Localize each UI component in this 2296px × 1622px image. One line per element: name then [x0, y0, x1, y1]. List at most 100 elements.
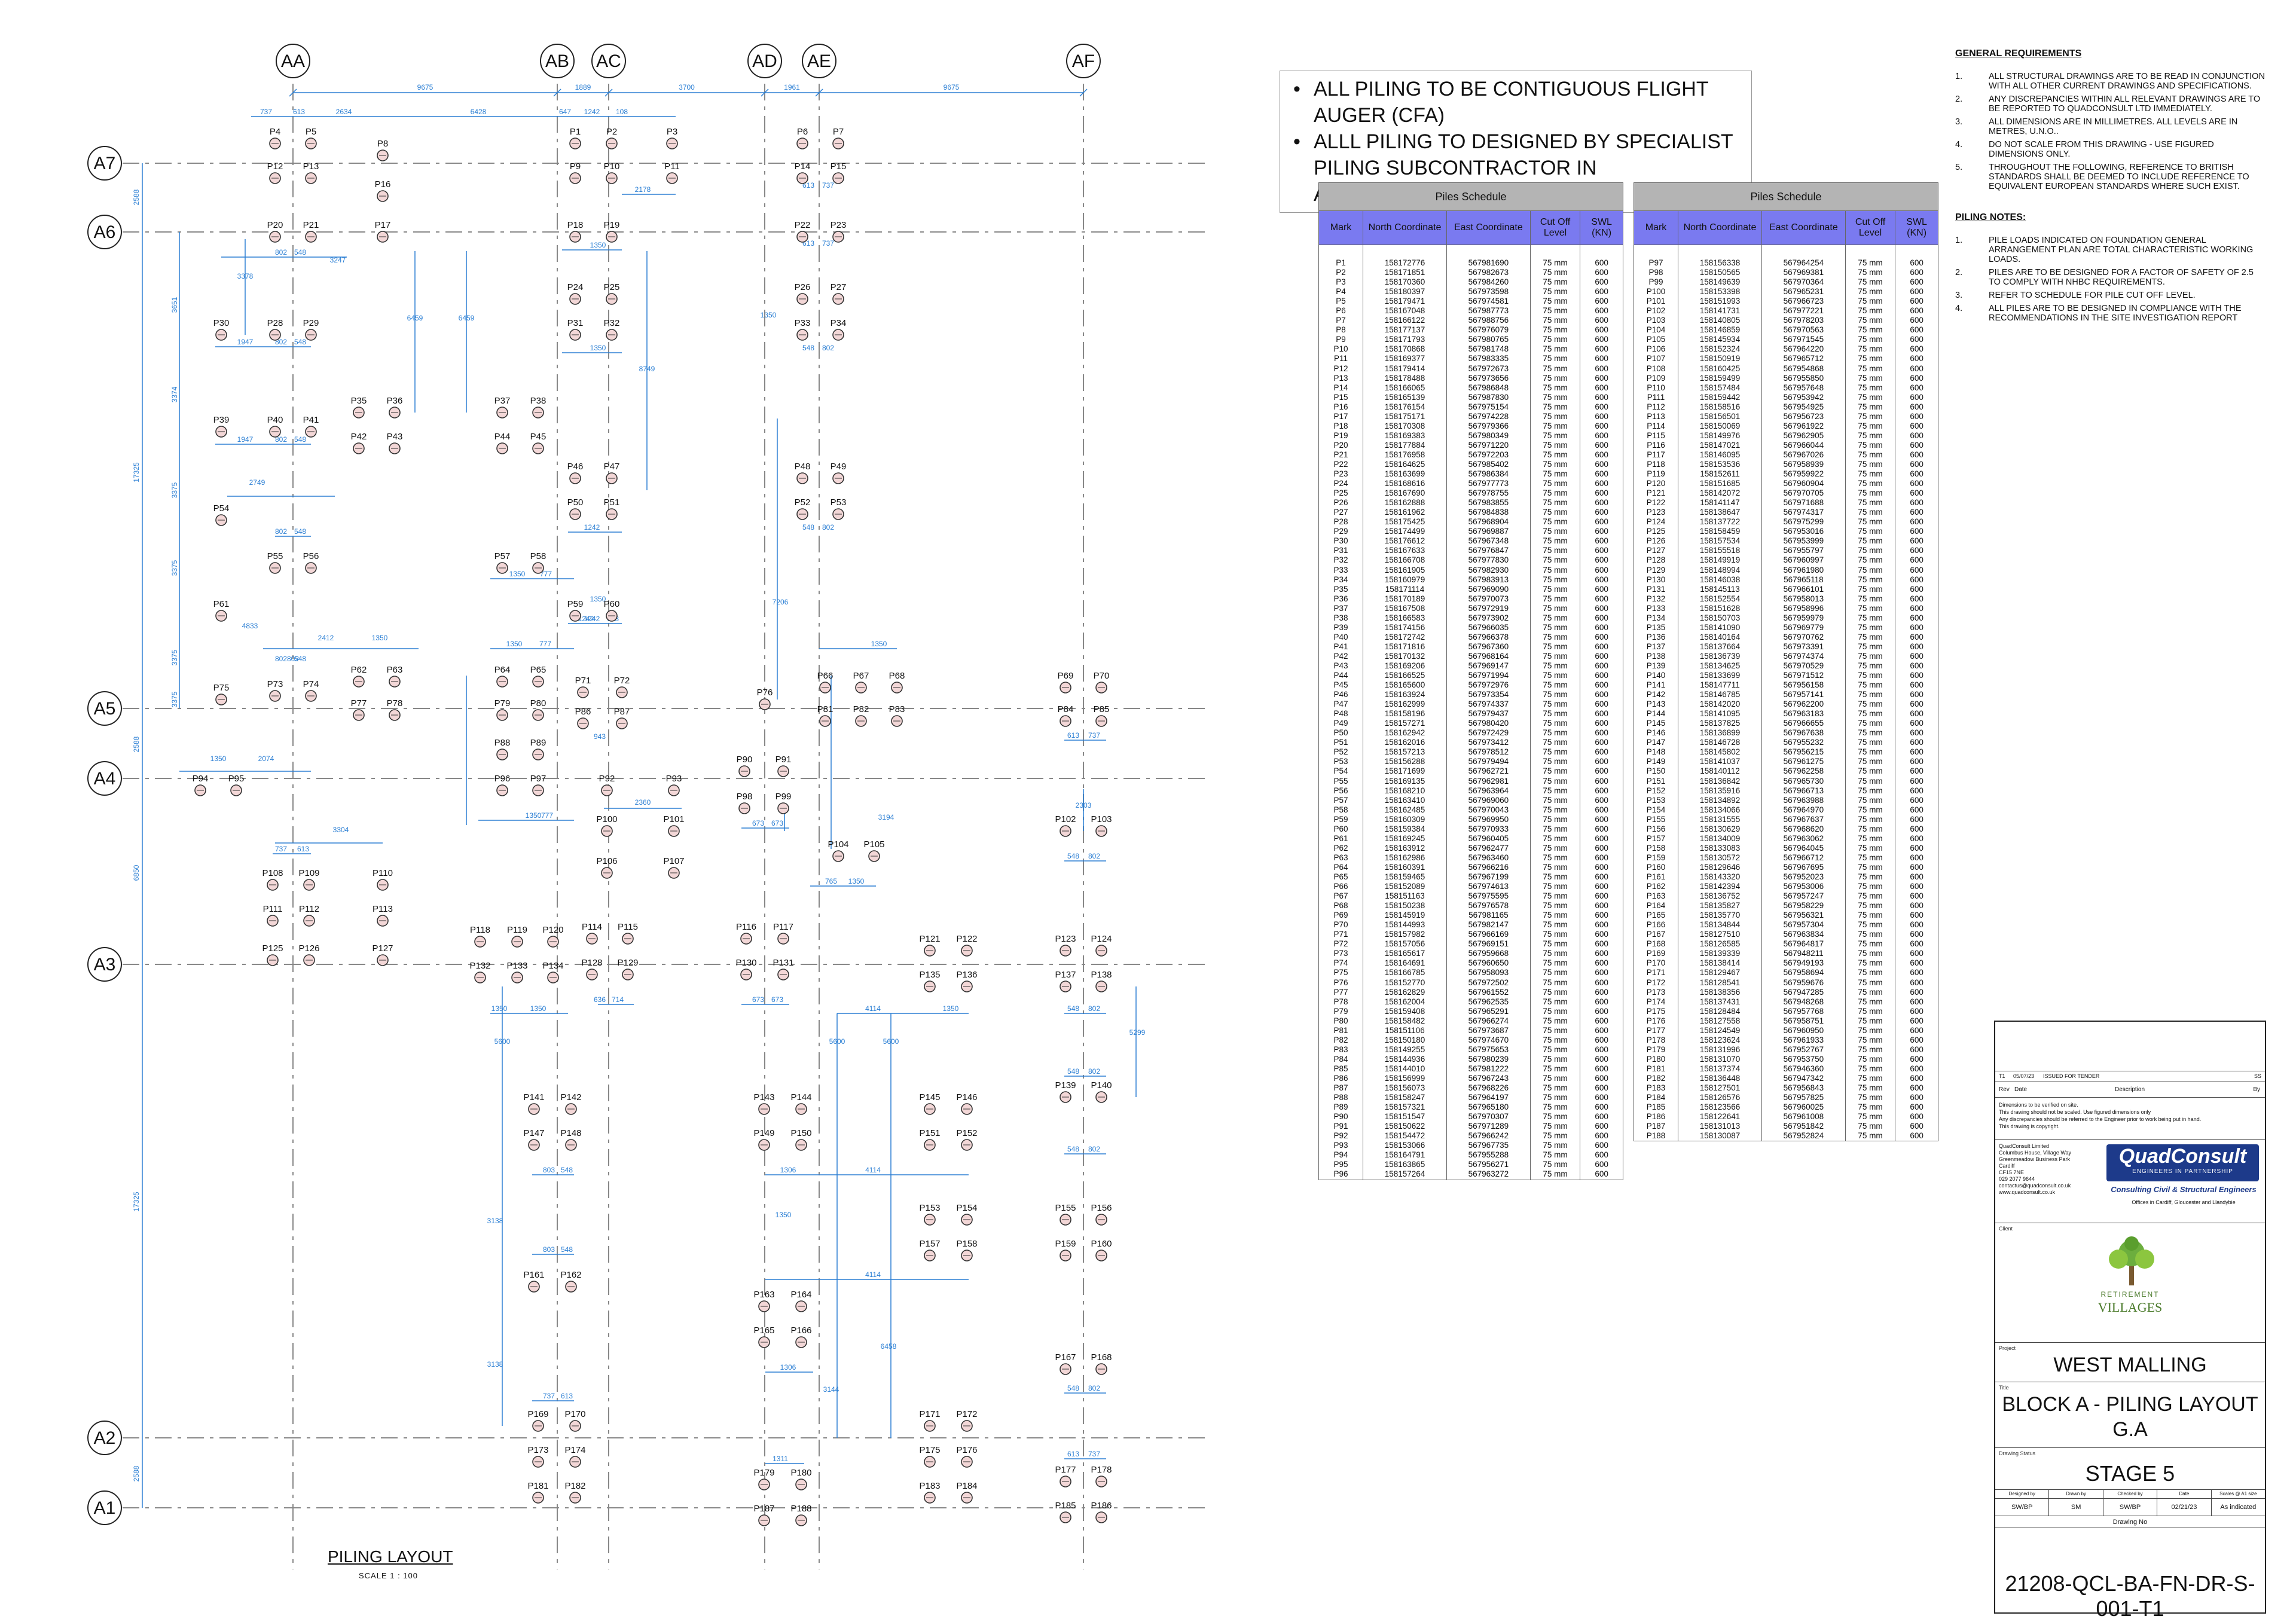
mark-cell: P81 [1318, 1025, 1364, 1035]
dimension-text: 777 [539, 640, 551, 648]
east-cell: 567954925 [1761, 402, 1846, 412]
mark-cell: P162 [1633, 882, 1679, 892]
swl-cell: 600 [1895, 364, 1938, 374]
mark-cell: P54 [1318, 766, 1364, 777]
table-row: P169 158139339 567948211 75 mm 600 [1633, 949, 1938, 959]
dimension-text: 777 [541, 811, 553, 820]
col-mark: Mark [1633, 210, 1679, 245]
list-item: 2. ANY DISCREPANCIES WITHIN ALL RELEVANT … [1955, 94, 2266, 114]
pile-label: P121 [919, 934, 940, 944]
mark-cell: P181 [1633, 1064, 1679, 1074]
mark-cell: P60 [1318, 824, 1364, 834]
mark-cell: P25 [1318, 488, 1364, 499]
pile-label: P173 [527, 1445, 548, 1455]
swl-cell: 600 [1895, 911, 1938, 921]
mark-cell: P74 [1318, 958, 1364, 969]
col-east: East Coordinate [1761, 210, 1846, 245]
cutoff-cell: 75 mm [1529, 824, 1581, 834]
table-row: P94 158164791 567955288 75 mm 600 [1318, 1150, 1623, 1160]
north-cell: 158157056 [1363, 939, 1447, 949]
pile-label: P5 [306, 127, 316, 137]
swl-cell: 600 [1895, 699, 1938, 710]
cutoff-cell: 75 mm [1845, 316, 1896, 326]
east-cell: 567966044 [1761, 440, 1846, 450]
table-row: P157 158134009 567963062 75 mm 600 [1633, 833, 1938, 844]
east-cell: 567957141 [1761, 690, 1846, 700]
table-row: P57 158163410 567969060 75 mm 600 [1318, 795, 1623, 805]
east-cell: 567955797 [1761, 546, 1846, 556]
table-row: P111 158159442 567953942 75 mm 600 [1633, 392, 1938, 402]
dimension-text: 673 [752, 819, 764, 827]
mark-cell: P169 [1633, 949, 1679, 959]
mark-cell: P187 [1633, 1122, 1679, 1132]
swl-cell: 600 [1580, 546, 1623, 556]
mark-cell: P37 [1318, 603, 1364, 613]
cutoff-cell: 75 mm [1845, 795, 1896, 805]
table-row: P17 158175171 567974228 75 mm 600 [1318, 411, 1623, 421]
pile-label: P175 [919, 1445, 940, 1455]
swl-cell: 600 [1580, 824, 1623, 834]
pile-label: P22 [795, 220, 811, 230]
dimension-text: 3651 [170, 297, 179, 313]
mark-cell: P118 [1633, 459, 1679, 470]
pile-label: P135 [919, 970, 940, 980]
mark-cell: P91 [1318, 1122, 1364, 1132]
mark-cell: P130 [1633, 575, 1679, 585]
swl-cell: 600 [1580, 258, 1623, 268]
north-cell: 158171793 [1363, 335, 1447, 345]
swl-cell: 600 [1580, 421, 1623, 431]
east-cell: 567955850 [1761, 373, 1846, 383]
mark-cell: P3 [1318, 277, 1364, 288]
table-row: P59 158160309 567969950 75 mm 600 [1318, 814, 1623, 824]
north-cell: 158162829 [1363, 987, 1447, 997]
cutoff-cell: 75 mm [1845, 911, 1896, 921]
pile-label: P31 [567, 318, 584, 328]
address-line: QuadConsult Limited [1999, 1143, 2050, 1149]
east-cell: 567964197 [1446, 1093, 1531, 1103]
swl-cell: 600 [1895, 565, 1938, 575]
swl-cell: 600 [1895, 1035, 1938, 1045]
table-row: P117 158146095 567967026 75 mm 600 [1633, 450, 1938, 460]
swl-cell: 600 [1580, 795, 1623, 805]
cutoff-cell: 75 mm [1845, 738, 1896, 748]
dimension-text: 548 [294, 435, 306, 444]
north-cell: 158134066 [1678, 805, 1762, 815]
table-row: P138 158136739 567974374 75 mm 600 [1633, 651, 1938, 661]
north-cell: 158144010 [1363, 1064, 1447, 1074]
dimension-text: 1350 [526, 811, 542, 820]
dimension-text: 636 [594, 995, 606, 1004]
east-cell: 567948211 [1761, 949, 1846, 959]
north-cell: 158146785 [1678, 690, 1762, 700]
table-row: P32 158166708 567977830 75 mm 600 [1318, 555, 1623, 566]
north-cell: 158139339 [1678, 949, 1762, 959]
east-cell: 567953750 [1761, 1054, 1846, 1064]
north-cell: 158135770 [1678, 911, 1762, 921]
swl-cell: 600 [1580, 479, 1623, 489]
east-cell: 567986848 [1446, 383, 1531, 393]
cutoff-cell: 75 mm [1845, 949, 1896, 959]
east-cell: 567981165 [1446, 911, 1531, 921]
north-cell: 158160309 [1363, 814, 1447, 824]
swl-cell: 600 [1895, 690, 1938, 700]
east-cell: 567966713 [1761, 786, 1846, 796]
swl-cell: 600 [1895, 997, 1938, 1007]
table-row: P54 158171699 567962721 75 mm 600 [1318, 766, 1623, 777]
swl-cell: 600 [1895, 661, 1938, 671]
table-row: P14 158166065 567986848 75 mm 600 [1318, 383, 1623, 393]
north-cell: 158169245 [1363, 833, 1447, 844]
pile-label: P9 [570, 161, 581, 172]
swl-cell: 600 [1580, 469, 1623, 479]
swl-cell: 600 [1895, 930, 1938, 940]
table-row: P26 158162888 567983855 75 mm 600 [1318, 498, 1623, 508]
north-cell: 158155518 [1678, 546, 1762, 556]
north-cell: 158124549 [1678, 1025, 1762, 1035]
north-cell: 158164791 [1363, 1150, 1447, 1160]
grid-label-a5: A5 [94, 699, 116, 719]
swl-cell: 600 [1580, 1016, 1623, 1026]
cutoff-cell: 75 mm [1845, 1044, 1896, 1055]
pile-label: P64 [494, 665, 511, 675]
north-cell: 158135916 [1678, 786, 1762, 796]
east-cell: 567987773 [1446, 306, 1531, 316]
north-cell: 158141147 [1678, 498, 1762, 508]
